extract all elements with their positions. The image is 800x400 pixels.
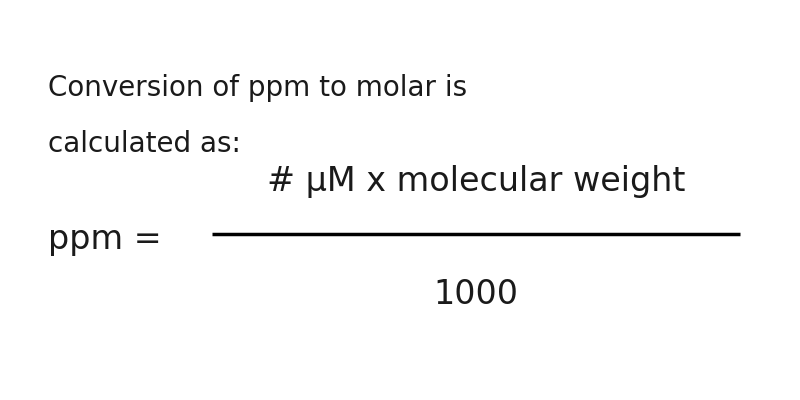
Text: calculated as:: calculated as:: [48, 130, 241, 158]
Text: 1000: 1000: [434, 278, 518, 310]
Text: # μM x molecular weight: # μM x molecular weight: [267, 166, 685, 198]
Text: Conversion of ppm to molar is: Conversion of ppm to molar is: [48, 74, 467, 102]
Text: ppm =: ppm =: [48, 224, 162, 256]
